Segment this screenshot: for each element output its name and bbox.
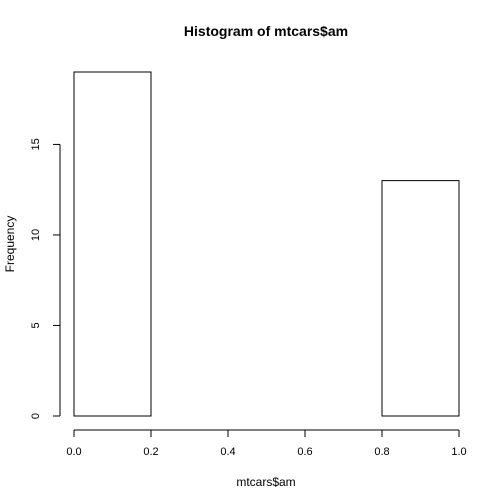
y-tick-label: 15 bbox=[30, 138, 42, 150]
x-tick-label: 0.0 bbox=[66, 446, 81, 458]
x-tick-label: 0.6 bbox=[297, 446, 312, 458]
x-axis-label: mtcars$am bbox=[236, 475, 295, 489]
y-tick-label: 0 bbox=[30, 413, 42, 419]
x-tick-label: 1.0 bbox=[451, 446, 466, 458]
x-tick-label: 0.8 bbox=[374, 446, 389, 458]
histogram-bar-4 bbox=[382, 181, 459, 416]
x-tick-label: 0.2 bbox=[143, 446, 158, 458]
chart-title: Histogram of mtcars$am bbox=[184, 23, 348, 39]
y-tick-label: 10 bbox=[30, 229, 42, 241]
x-tick-label: 0.4 bbox=[220, 446, 235, 458]
histogram-bar-0 bbox=[74, 72, 151, 416]
y-axis-label: Frequency bbox=[3, 216, 17, 273]
y-tick-label: 5 bbox=[30, 322, 42, 328]
